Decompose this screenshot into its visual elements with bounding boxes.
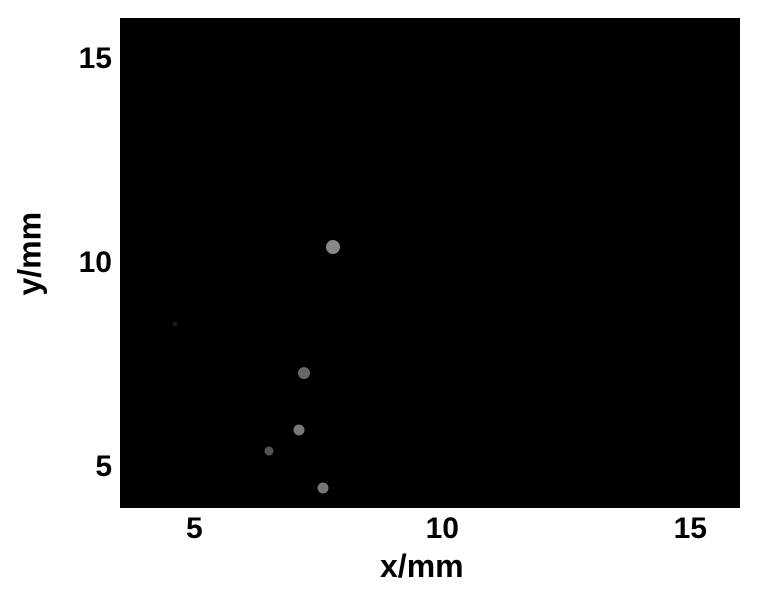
x-tick-label: 10 [426,512,459,546]
data-point [172,322,177,327]
plot-area [120,18,740,508]
y-tick-label: 10 [79,246,112,280]
data-point [298,367,310,379]
data-point [293,425,304,436]
y-tick-label: 5 [95,450,112,484]
data-point [264,446,273,455]
x-axis-label: x/mm [380,548,464,585]
x-tick-label: 5 [186,512,203,546]
data-point [318,482,329,493]
y-tick-label: 15 [79,42,112,76]
y-axis-label: y/mm [12,236,49,296]
x-tick-label: 15 [674,512,707,546]
data-point [326,240,340,254]
chart-container: 5 10 15 5 10 15 y/mm x/mm [0,0,763,592]
